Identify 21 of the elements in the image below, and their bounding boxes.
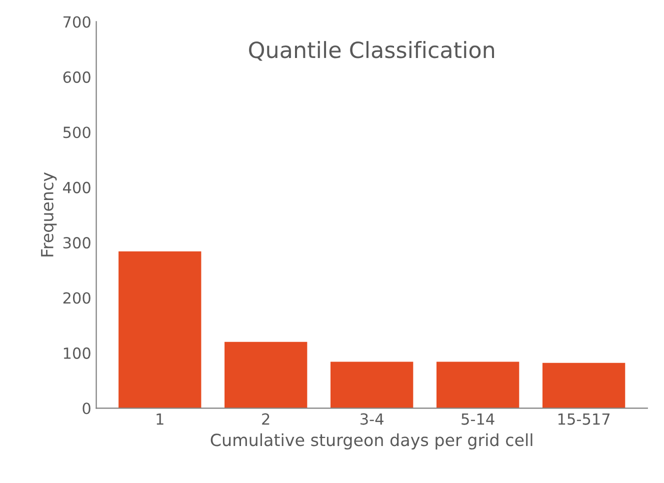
y-tick-label: 700 <box>64 16 90 28</box>
y-tick-label: 200 <box>63 292 90 304</box>
x-tick-label: 1 <box>156 413 164 425</box>
y-tick-label: 600 <box>63 71 90 83</box>
y-tick-label: 300 <box>63 237 90 249</box>
y-tick-label: 100 <box>64 347 90 359</box>
y-tick-label: 400 <box>63 182 90 194</box>
bar <box>118 251 202 408</box>
bar <box>224 342 308 408</box>
text: Quantile Classification <box>249 41 494 61</box>
bar <box>436 362 520 408</box>
y-tick-label: 500 <box>63 126 90 138</box>
x-axis-title: Cumulative sturgeon days per grid cell <box>210 433 532 450</box>
y-tick-label: 0 <box>82 402 90 414</box>
y-axis-title: Frequency <box>41 172 57 256</box>
bar <box>542 362 626 408</box>
x-tick-label: 5-14 <box>462 413 494 425</box>
x-tick-label: 2 <box>262 413 270 425</box>
bar <box>330 362 414 408</box>
x-tick-label: 3-4 <box>360 413 384 425</box>
x-tick-label: 15-517 <box>558 413 610 425</box>
